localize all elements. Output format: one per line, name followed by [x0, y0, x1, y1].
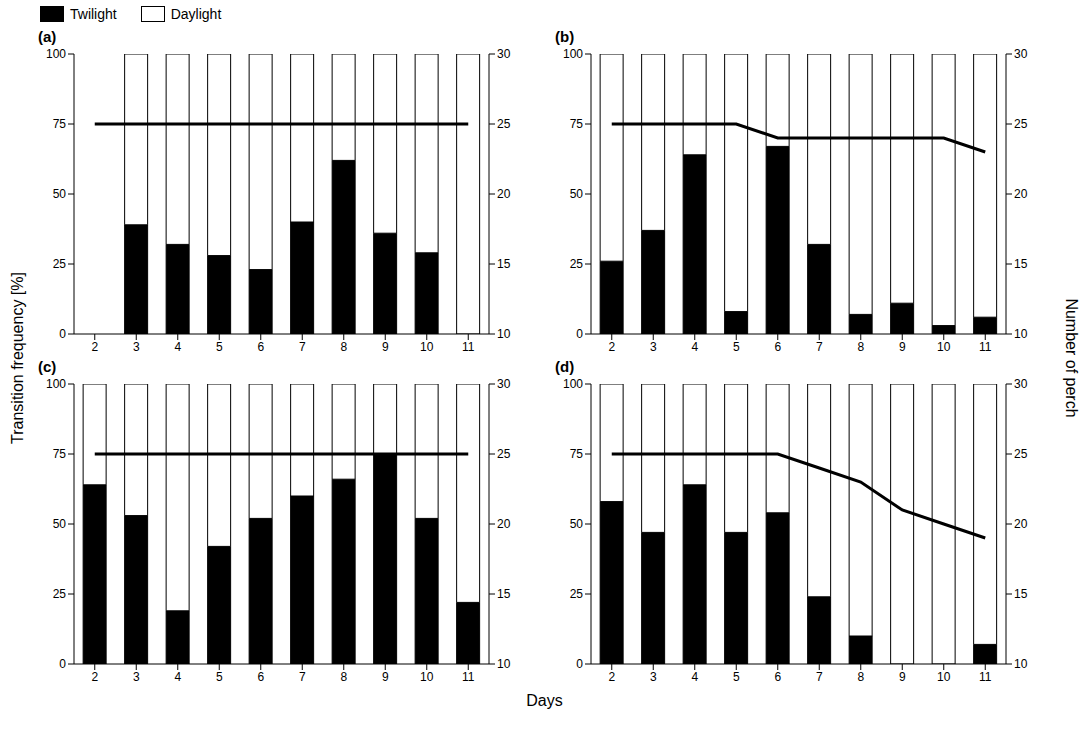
html-text:Days: Days [526, 692, 563, 709]
svg-text:75: 75 [570, 447, 584, 461]
svg-text:10: 10 [420, 670, 434, 684]
svg-text:10: 10 [497, 327, 511, 341]
svg-text:9: 9 [899, 670, 906, 684]
svg-text:25: 25 [570, 257, 584, 271]
svg-text:10: 10 [1014, 327, 1028, 341]
svg-text:10: 10 [497, 657, 511, 671]
svg-text:100: 100 [46, 48, 66, 61]
svg-text:20: 20 [1014, 187, 1028, 201]
svg-text:0: 0 [59, 327, 66, 341]
html-text:Transition frequency [%]: Transition frequency [%] [9, 272, 26, 444]
svg-text:25: 25 [570, 587, 584, 601]
html-text:Daylight: Daylight [170, 6, 222, 22]
svg-text:0: 0 [576, 657, 583, 671]
svg-text:50: 50 [53, 517, 67, 531]
html-text:Number of perch: Number of perch [1063, 298, 1080, 418]
svg-text:50: 50 [53, 187, 67, 201]
svg-text:30: 30 [1014, 378, 1028, 391]
svg-text:3: 3 [650, 670, 657, 684]
svg-text:6: 6 [257, 340, 264, 354]
svg-text:8: 8 [857, 670, 864, 684]
svg-text:10: 10 [937, 670, 951, 684]
svg-text:11: 11 [462, 670, 475, 684]
svg-text:3: 3 [133, 670, 140, 684]
html-text:(b): (b) [555, 28, 575, 45]
svg-text:0: 0 [59, 657, 66, 671]
svg-text:75: 75 [53, 117, 67, 131]
svg-text:30: 30 [497, 48, 511, 61]
svg-text:11: 11 [979, 340, 992, 354]
html-text:(a): (a) [38, 28, 57, 45]
svg-text:5: 5 [733, 340, 740, 354]
svg-text:2: 2 [608, 340, 615, 354]
svg-text:20: 20 [497, 517, 511, 531]
svg-text:4: 4 [174, 670, 181, 684]
svg-text:5: 5 [216, 670, 223, 684]
svg-text:100: 100 [563, 48, 583, 61]
html-text:(c): (c) [38, 358, 57, 375]
svg-text:10: 10 [1014, 657, 1028, 671]
svg-text:11: 11 [462, 340, 475, 354]
svg-text:8: 8 [340, 340, 347, 354]
svg-text:7: 7 [816, 340, 823, 354]
svg-text:25: 25 [1014, 117, 1028, 131]
svg-text:9: 9 [382, 340, 389, 354]
svg-text:11: 11 [979, 670, 992, 684]
svg-text:50: 50 [570, 517, 584, 531]
svg-text:5: 5 [733, 670, 740, 684]
svg-text:15: 15 [497, 587, 511, 601]
svg-text:25: 25 [1014, 447, 1028, 461]
svg-text:100: 100 [563, 378, 583, 391]
svg-text:6: 6 [774, 670, 781, 684]
svg-text:25: 25 [497, 447, 511, 461]
svg-text:2: 2 [91, 670, 98, 684]
svg-text:4: 4 [691, 670, 698, 684]
svg-text:3: 3 [650, 340, 657, 354]
svg-text:15: 15 [1014, 587, 1028, 601]
svg-text:7: 7 [816, 670, 823, 684]
svg-text:8: 8 [340, 670, 347, 684]
svg-text:3: 3 [133, 340, 140, 354]
html-text:Twilight: Twilight [70, 6, 117, 22]
svg-text:15: 15 [1014, 257, 1028, 271]
svg-text:15: 15 [497, 257, 511, 271]
svg-text:30: 30 [1014, 48, 1028, 61]
svg-text:100: 100 [46, 378, 66, 391]
svg-text:2: 2 [91, 340, 98, 354]
svg-text:25: 25 [497, 117, 511, 131]
svg-text:50: 50 [570, 187, 584, 201]
svg-text:6: 6 [257, 670, 264, 684]
svg-text:4: 4 [691, 340, 698, 354]
html-text:(d): (d) [555, 358, 575, 375]
svg-text:75: 75 [53, 447, 67, 461]
svg-text:20: 20 [1014, 517, 1028, 531]
svg-text:7: 7 [299, 340, 306, 354]
svg-text:0: 0 [576, 327, 583, 341]
svg-text:6: 6 [774, 340, 781, 354]
svg-text:7: 7 [299, 670, 306, 684]
svg-text:10: 10 [420, 340, 434, 354]
svg-text:9: 9 [899, 340, 906, 354]
svg-text:25: 25 [53, 257, 67, 271]
svg-text:4: 4 [174, 340, 181, 354]
svg-text:10: 10 [937, 340, 951, 354]
svg-text:20: 20 [497, 187, 511, 201]
svg-text:5: 5 [216, 340, 223, 354]
svg-text:25: 25 [53, 587, 67, 601]
svg-text:75: 75 [570, 117, 584, 131]
svg-text:2: 2 [608, 670, 615, 684]
svg-text:30: 30 [497, 378, 511, 391]
svg-text:8: 8 [857, 340, 864, 354]
svg-text:9: 9 [382, 670, 389, 684]
